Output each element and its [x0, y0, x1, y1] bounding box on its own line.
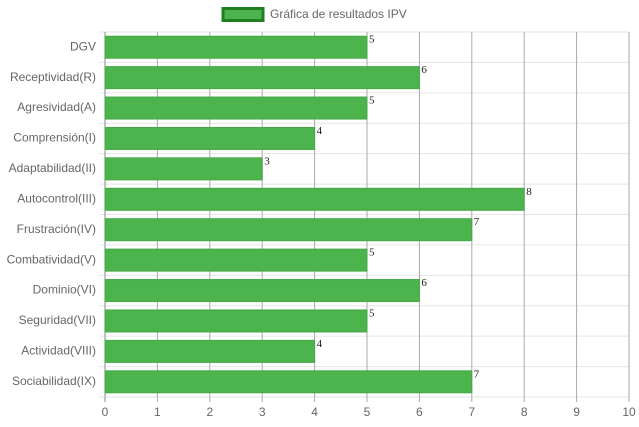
- y-tick-label: Combatividad(V): [7, 252, 96, 266]
- bar: [104, 126, 316, 150]
- y-tick-label: Actividad(VIII): [21, 344, 96, 358]
- bar: [104, 66, 420, 90]
- bar: [104, 248, 368, 272]
- value-label: 6: [421, 277, 427, 289]
- bar: [104, 187, 525, 211]
- x-tick-label: 4: [311, 405, 318, 419]
- x-tick-label: 2: [206, 405, 213, 419]
- value-label: 3: [264, 155, 270, 167]
- x-tick-label: 3: [259, 405, 266, 419]
- value-label: 5: [369, 34, 375, 46]
- y-tick-label: Frustración(IV): [17, 222, 96, 236]
- x-tick-label: 9: [573, 405, 580, 419]
- value-label: 7: [474, 216, 480, 228]
- value-label: 6: [421, 64, 427, 76]
- value-label: 4: [317, 338, 323, 350]
- bar: [104, 279, 420, 303]
- x-tick-label: 10: [622, 405, 636, 419]
- bar: [104, 370, 473, 394]
- value-label: 5: [369, 95, 375, 107]
- x-tick-label: 7: [468, 405, 475, 419]
- bar: [104, 35, 368, 59]
- y-tick-label: Sociabilidad(IX): [12, 374, 96, 388]
- x-tick-label: 6: [416, 405, 423, 419]
- y-tick-label: DGV: [70, 39, 96, 53]
- x-tick-label: 0: [102, 405, 109, 419]
- legend-label: Gráfica de resultados IPV: [270, 7, 407, 21]
- value-label: 5: [369, 247, 375, 259]
- y-tick-label: Adaptabilidad(II): [9, 161, 96, 175]
- value-label: 7: [474, 368, 480, 380]
- bar: [104, 339, 316, 363]
- x-tick-label: 8: [521, 405, 528, 419]
- y-tick-label: Agresividad(A): [17, 100, 96, 114]
- x-tick-label: 5: [364, 405, 371, 419]
- x-tick-label: 1: [154, 405, 161, 419]
- bar: [104, 157, 263, 181]
- value-label: 4: [317, 125, 323, 137]
- value-label: 8: [526, 186, 532, 198]
- value-label: 5: [369, 307, 375, 319]
- legend-swatch: [221, 7, 265, 22]
- bar: [104, 309, 368, 333]
- y-tick-label: Receptividad(R): [10, 70, 96, 84]
- y-tick-label: Autocontrol(III): [17, 191, 96, 205]
- bar: [104, 218, 473, 242]
- y-tick-label: Dominio(VI): [33, 283, 96, 297]
- bar: [104, 96, 368, 120]
- y-tick-label: Seguridad(VII): [19, 313, 96, 327]
- y-tick-label: Comprensión(I): [13, 131, 96, 145]
